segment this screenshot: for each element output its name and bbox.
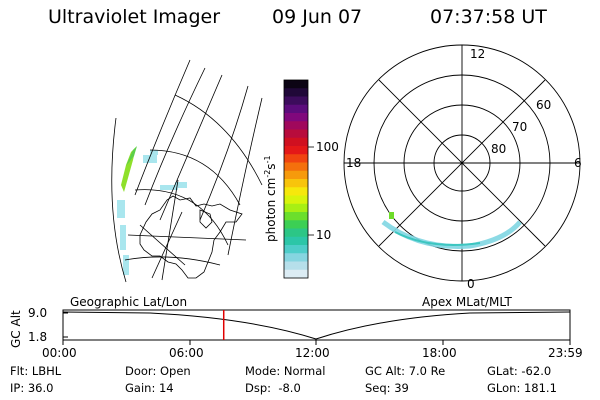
colorbar-segment: [284, 154, 308, 163]
colorbar-segment: [284, 113, 308, 122]
colorbar-segment: [284, 170, 308, 180]
timeline-right-title: Apex MLat/MLT: [422, 295, 512, 309]
colorbar-segment: [284, 253, 308, 262]
colorbar-segment: [284, 129, 308, 139]
x-tick-0600: 06:00: [169, 346, 204, 360]
colorbar-segment: [284, 179, 308, 188]
mlt-label-6: 6: [574, 156, 582, 170]
colorbar-segment: [284, 245, 308, 254]
colorbar-segment: [284, 195, 308, 205]
filter-status: Flt: LBHL: [10, 364, 62, 378]
lat-label-80: 80: [491, 142, 507, 156]
colorbar-segment: [284, 121, 308, 130]
x-tick-1200: 12:00: [295, 346, 330, 360]
timeline-left-title: Geographic Lat/Lon: [70, 295, 188, 309]
y-tick-1-8: 1.8: [28, 330, 48, 344]
y-tick-9: 9.0: [28, 306, 48, 320]
colorbar-unit-label: photon cm-2s-1: [263, 155, 278, 242]
time-label: 07:37:58 UT: [430, 6, 547, 28]
colorbar-segment: [284, 162, 308, 172]
colorbar-segment: [284, 220, 308, 229]
x-tick-1800: 18:00: [422, 346, 457, 360]
colorbar-segment: [284, 228, 308, 238]
colorbar-segment: [284, 203, 308, 213]
dsp-status: Dsp: -8.0: [245, 381, 301, 395]
colorbar-segment: [284, 269, 308, 279]
colorbar-segment: [284, 88, 308, 97]
geographic-map: [111, 59, 263, 283]
colorbar-segment: [284, 104, 308, 114]
ip-status: IP: 36.0: [10, 381, 54, 395]
lat-label-70: 70: [512, 120, 528, 134]
mlt-label-0: 0: [467, 277, 475, 291]
mode-status: Mode: Normal: [245, 364, 326, 378]
mlt-label-18: 18: [346, 156, 362, 170]
door-status: Door: Open: [125, 364, 191, 378]
colorbar-tick-100: 100: [316, 140, 339, 154]
timeline-panel: [62, 309, 571, 345]
x-tick-2359: 23:59: [548, 346, 583, 360]
x-tick-0000: 00:00: [42, 346, 77, 360]
gain-status: Gain: 14: [125, 381, 174, 395]
colorbar-segment: [284, 80, 308, 89]
date-label: 09 Jun 07: [272, 6, 363, 28]
mlt-label-12: 12: [470, 47, 486, 61]
instrument-title: Ultraviolet Imager: [48, 6, 221, 28]
glon-status: GLon: 181.1: [487, 381, 557, 395]
gc-alt-status: GC Alt: 7.0 Re: [365, 364, 446, 378]
lat-label-60: 60: [536, 98, 552, 112]
colorbar: [283, 79, 314, 279]
glat-status: GLat: -62.0: [487, 364, 552, 378]
colorbar-segment: [284, 187, 308, 196]
colorbar-segment: [284, 212, 308, 221]
colorbar-tick-10: 10: [316, 228, 332, 242]
y-axis-label: GC Alt: [9, 310, 23, 348]
colorbar-segment: [284, 96, 308, 106]
polar-plot: [343, 44, 581, 282]
colorbar-segment: [284, 137, 308, 147]
colorbar-segment: [284, 261, 308, 271]
colorbar-segment: [284, 146, 308, 155]
seq-status: Seq: 39: [365, 381, 409, 395]
colorbar-segment: [284, 236, 308, 246]
